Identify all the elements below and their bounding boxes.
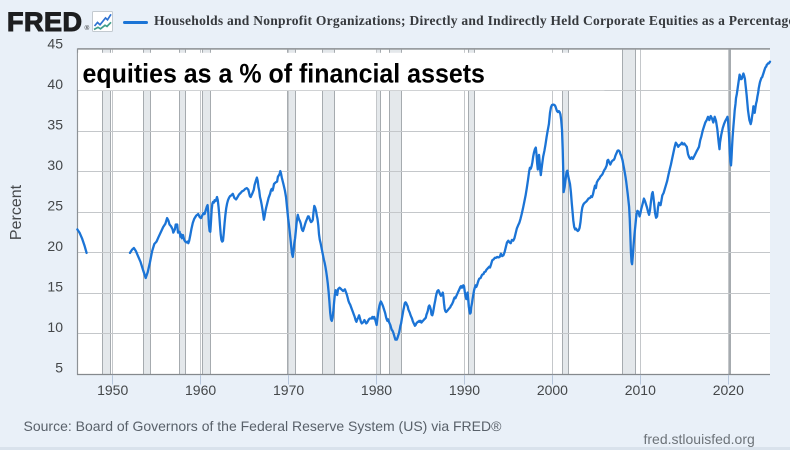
svg-text:35: 35 [47, 117, 63, 133]
svg-text:2020: 2020 [713, 382, 744, 398]
svg-text:45: 45 [47, 36, 63, 52]
svg-text:1990: 1990 [449, 382, 480, 398]
svg-text:equities as a % of financial a: equities as a % of financial assets [83, 58, 485, 89]
svg-text:1950: 1950 [97, 382, 128, 398]
svg-text:40: 40 [47, 76, 63, 92]
svg-text:2010: 2010 [625, 382, 656, 398]
svg-text:2000: 2000 [537, 382, 568, 398]
svg-text:25: 25 [47, 198, 63, 214]
svg-text:20: 20 [47, 238, 63, 254]
svg-text:15: 15 [47, 279, 63, 295]
svg-text:1960: 1960 [185, 382, 216, 398]
svg-text:30: 30 [47, 157, 63, 173]
svg-text:10: 10 [47, 319, 63, 335]
svg-text:5: 5 [55, 360, 63, 376]
svg-text:1980: 1980 [361, 382, 392, 398]
svg-text:Percent: Percent [8, 184, 25, 240]
svg-text:1970: 1970 [273, 382, 304, 398]
